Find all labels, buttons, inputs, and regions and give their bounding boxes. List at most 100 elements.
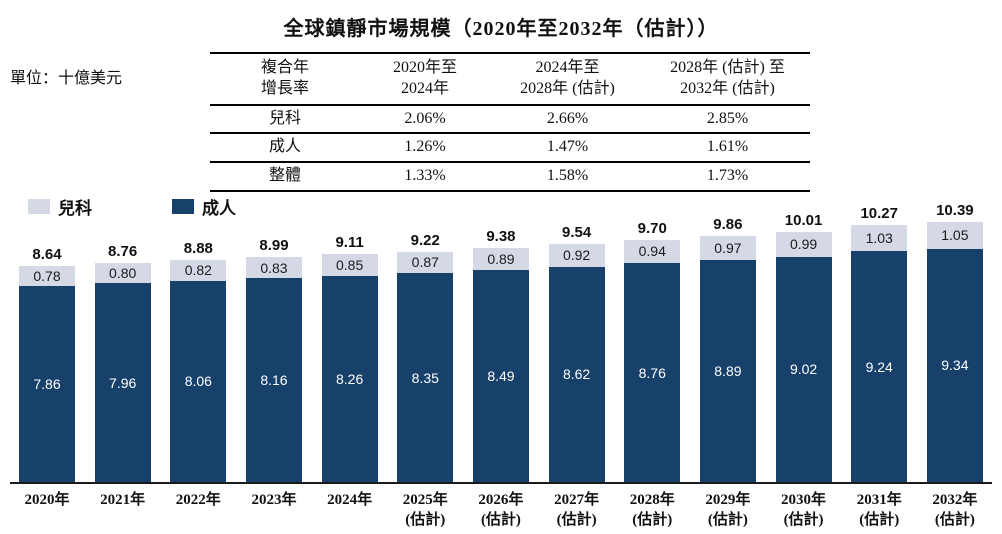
legend-label-adult: 成人 bbox=[202, 199, 236, 218]
x-axis-label-year: 2031年 bbox=[856, 492, 902, 508]
pediatric-value: 0.80 bbox=[109, 265, 137, 281]
x-axis-label-year: 2026年 bbox=[478, 492, 524, 508]
table-row-label: 成人 bbox=[268, 138, 301, 156]
pediatric-value: 0.83 bbox=[260, 259, 288, 276]
x-axis-label-year: 2027年 bbox=[554, 492, 600, 508]
x-axis-label: 2020年 bbox=[10, 490, 84, 531]
table-value-cell: 1.33% bbox=[404, 167, 446, 185]
x-axis-label-year: 2032年 bbox=[932, 492, 978, 508]
bar-column: 9.70 0.94 8.76 bbox=[615, 195, 689, 482]
bar-total-label: 8.64 bbox=[32, 246, 62, 263]
table-row: 整體 1.33% 1.58% 1.73% bbox=[210, 163, 810, 192]
x-axis-line bbox=[10, 482, 992, 484]
pediatric-value: 0.94 bbox=[638, 243, 666, 260]
table-header-row: 複合年 增長率 2020年至 2024年 2024年至 2028年 (估計) 2028… bbox=[210, 52, 810, 106]
adult-value: 8.89 bbox=[714, 362, 742, 379]
adult-segment: 9.02 bbox=[775, 256, 832, 482]
x-axis-label: 2032年 (估計) bbox=[918, 490, 992, 531]
x-axis-label: 2026年 (估計) bbox=[464, 490, 538, 531]
stacked-bar: 0.92 8.62 bbox=[548, 243, 605, 482]
x-axis-label-estimate: (估計) bbox=[707, 512, 748, 529]
x-axis-label: 2024年 bbox=[313, 490, 387, 531]
bar-column: 10.01 0.99 9.02 bbox=[767, 195, 841, 482]
x-axis-label-estimate: (估計) bbox=[859, 512, 900, 529]
adult-segment: 8.49 bbox=[472, 269, 529, 482]
pediatric-segment: 0.85 bbox=[321, 254, 378, 276]
stacked-bar: 0.97 8.89 bbox=[699, 235, 756, 482]
adult-value: 7.86 bbox=[33, 375, 61, 392]
table-value-cell: 2.66% bbox=[546, 109, 589, 127]
adult-segment: 7.96 bbox=[94, 283, 151, 482]
bar-column: 8.76 0.80 7.96 bbox=[86, 195, 160, 482]
bar-total-label: 9.22 bbox=[410, 231, 440, 249]
pediatric-value: 1.05 bbox=[941, 227, 969, 244]
bar-total-label: 9.38 bbox=[486, 227, 516, 245]
pediatric-segment: 0.89 bbox=[472, 247, 529, 270]
cagr-table: 複合年 增長率 2020年至 2024年 2024年至 2028年 (估計) 2028… bbox=[210, 52, 810, 192]
adult-segment: 8.76 bbox=[624, 263, 681, 482]
bar-total-label: 8.99 bbox=[259, 237, 289, 255]
table-header-cell: 2028年 (估計) 至 2032年 (估計) bbox=[670, 59, 785, 97]
pediatric-value: 0.87 bbox=[411, 254, 439, 271]
x-axis-label-year: 2023年 bbox=[251, 492, 297, 508]
table-row-label: 兒科 bbox=[268, 109, 301, 127]
x-axis-label-estimate: (估計) bbox=[934, 512, 975, 529]
stacked-bar: 0.89 8.49 bbox=[472, 247, 529, 482]
bar-total-label: 9.86 bbox=[713, 215, 743, 233]
stacked-bar: 0.80 7.96 bbox=[94, 263, 151, 482]
x-axis-labels: 2020年 2021年 2022年 2023年 2024年 2025年 (估計) 2026年 (… bbox=[10, 490, 992, 531]
table-row: 兒科 2.06% 2.66% 2.85% bbox=[210, 106, 810, 135]
pediatric-value: 0.97 bbox=[714, 239, 742, 256]
pediatric-segment: 0.87 bbox=[397, 251, 454, 274]
legend: 兒科 成人 bbox=[28, 194, 236, 219]
table-value-cell: 1.73% bbox=[706, 167, 749, 185]
pediatric-segment: 0.94 bbox=[624, 239, 681, 263]
adult-value: 8.16 bbox=[260, 372, 288, 388]
stacked-bar: 0.83 8.16 bbox=[245, 257, 302, 482]
x-axis-label: 2021年 bbox=[86, 490, 160, 531]
table-value-cell: 2.06% bbox=[404, 109, 446, 127]
bar-column: 8.99 0.83 8.16 bbox=[237, 195, 311, 482]
pediatric-value: 0.99 bbox=[789, 236, 818, 253]
bar-column: 9.54 0.92 8.62 bbox=[540, 195, 614, 482]
unit-label: 單位：十億美元 bbox=[10, 70, 123, 87]
table-value-cell: 1.47% bbox=[546, 138, 589, 156]
pediatric-segment: 0.80 bbox=[94, 263, 151, 283]
page-title: 全球鎮靜市場規模（2020年至2032年（估計）） bbox=[283, 18, 719, 40]
x-axis-label: 2031年 (估計) bbox=[842, 490, 916, 531]
bar-total-label: 9.54 bbox=[561, 223, 592, 241]
adult-value: 9.24 bbox=[865, 358, 893, 375]
table-header-cell: 2024年至 2028年 (估計) bbox=[520, 59, 615, 97]
adult-value: 7.96 bbox=[109, 374, 137, 391]
x-axis-label: 2028年 (估計) bbox=[615, 490, 689, 531]
adult-segment: 8.62 bbox=[548, 266, 605, 482]
stacked-bar: 1.03 9.24 bbox=[851, 225, 908, 482]
x-axis-label-estimate: (估計) bbox=[556, 512, 597, 529]
bar-column: 9.86 0.97 8.89 bbox=[691, 195, 765, 482]
x-axis-label: 2025年 (估計) bbox=[388, 490, 462, 531]
x-axis-label: 2029年 (估計) bbox=[691, 490, 765, 531]
stacked-bar: 0.82 8.06 bbox=[170, 260, 227, 482]
bar-total-label: 10.27 bbox=[860, 205, 898, 223]
legend-label-pediatric: 兒科 bbox=[58, 199, 92, 218]
table-row-label: 整體 bbox=[268, 167, 301, 185]
adult-value: 8.26 bbox=[336, 370, 364, 387]
bar-column: 8.64 0.78 7.86 bbox=[10, 195, 84, 482]
stacked-bar: 0.94 8.76 bbox=[624, 239, 681, 482]
x-axis-label-year: 2021年 bbox=[100, 492, 146, 508]
pediatric-segment: 0.97 bbox=[699, 235, 756, 260]
adult-value: 9.02 bbox=[789, 361, 818, 378]
x-axis-label-year: 2030年 bbox=[781, 492, 827, 508]
pediatric-value: 0.82 bbox=[184, 262, 212, 279]
bar-column: 8.88 0.82 8.06 bbox=[161, 195, 235, 482]
bar-total-label: 8.88 bbox=[183, 240, 213, 257]
x-axis-label-year: 2025年 bbox=[402, 492, 448, 508]
pediatric-value: 0.85 bbox=[336, 256, 364, 273]
stacked-bar: 0.78 7.86 bbox=[19, 266, 75, 482]
stacked-bar-plot: 8.64 0.78 7.86 8.76 0.80 7.96 8.88 0.82 8.06 8.99… bbox=[10, 195, 992, 482]
adult-segment: 8.89 bbox=[699, 259, 756, 482]
table-value-cell: 1.58% bbox=[546, 167, 589, 185]
bar-total-label: 10.01 bbox=[784, 211, 823, 229]
adult-value: 9.34 bbox=[941, 357, 969, 374]
